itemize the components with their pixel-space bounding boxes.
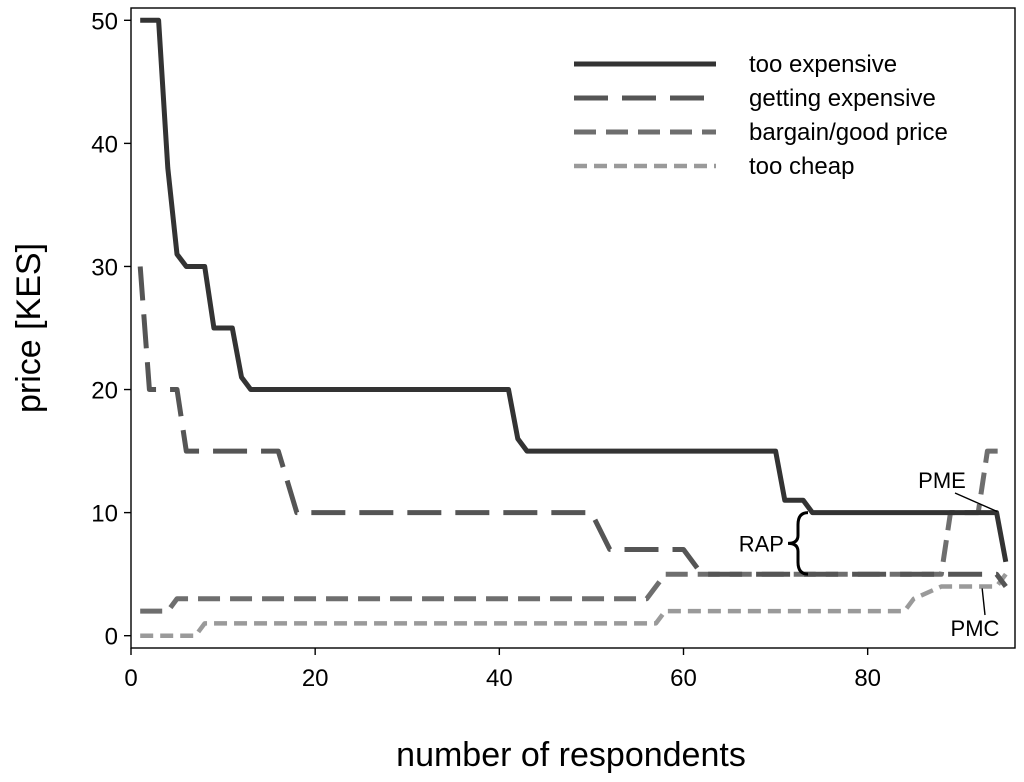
y-tick-label: 50 [91,8,118,35]
pmc-pointer [981,588,986,616]
pme-pointer [954,492,998,513]
legend-label: getting expensive [749,85,936,112]
y-tick-label: 10 [91,501,118,528]
legend: too expensive getting expensive bargain/go… [574,51,948,180]
series-lines [137,17,1009,638]
x-tick-label: 40 [486,665,513,692]
y-axis-title: price [KES] [10,243,48,413]
x-tick-label: 60 [670,665,697,692]
rap-label: RAP [739,531,784,556]
x-tick-label: 20 [302,665,329,692]
series-line-too-expensive [140,17,1009,563]
series-line-bargain-good-price [140,448,1006,614]
y-tick-label: 0 [105,624,118,651]
annotations: PME PMC RAP [739,468,1000,641]
y-tick-label: 40 [91,131,118,158]
rap-brace [787,511,809,576]
pmc-label: PMC [951,616,1000,641]
x-tick-label: 80 [854,665,881,692]
x-tick-label: 0 [124,665,137,692]
axis-ticks: 0 20 40 60 80 0 10 20 30 40 50 [91,8,881,692]
plot-frame [130,7,1016,649]
series-line-too-cheap [140,572,1008,638]
legend-label: too expensive [749,51,897,78]
y-tick-label: 30 [91,254,118,281]
legend-label: bargain/good price [749,119,948,146]
y-tick-label: 20 [91,378,118,405]
legend-label: too cheap [749,153,854,180]
plot-border [130,7,1016,649]
x-axis-title: number of respondents [396,736,746,774]
pme-label: PME [918,468,966,493]
series-line-getting-expensive [137,266,1008,588]
